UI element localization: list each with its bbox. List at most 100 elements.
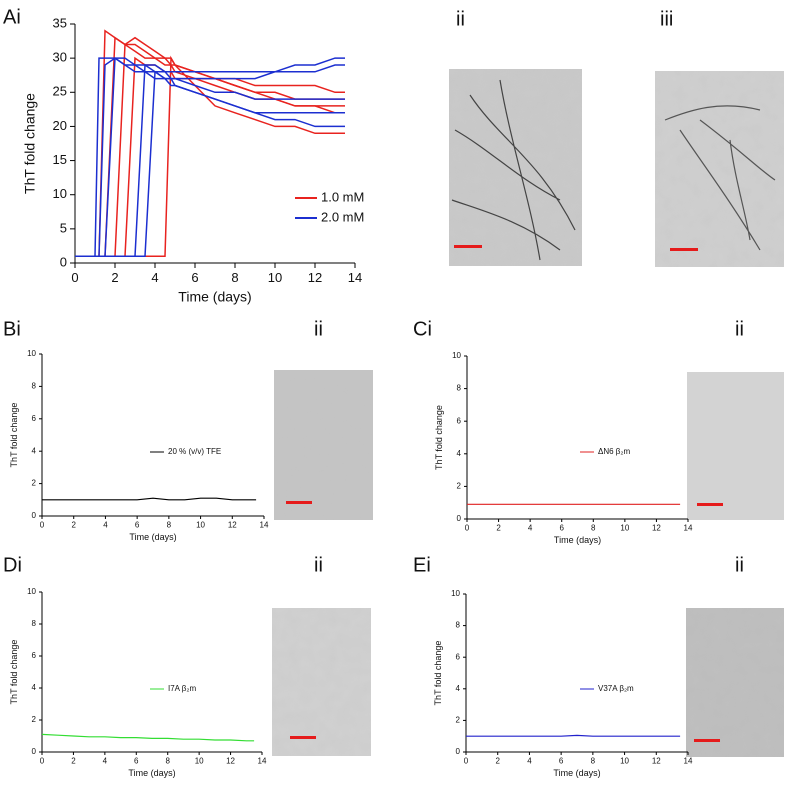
series-line bbox=[75, 57, 345, 257]
y-tick-label: 10 bbox=[27, 587, 36, 596]
y-tick-label: 35 bbox=[53, 15, 67, 30]
x-tick-label: 14 bbox=[684, 757, 693, 766]
y-tick-label: 2 bbox=[456, 716, 461, 725]
series-line bbox=[75, 71, 345, 257]
x-tick-label: 12 bbox=[308, 270, 322, 285]
y-tick-label: 2 bbox=[32, 479, 37, 488]
x-tick-label: 2 bbox=[495, 757, 500, 766]
x-tick-label: 6 bbox=[559, 757, 564, 766]
y-tick-label: 4 bbox=[32, 446, 37, 455]
y-tick-label: 0 bbox=[32, 747, 37, 756]
x-axis-label: Time (days) bbox=[178, 289, 251, 305]
panel-label: Bi bbox=[3, 318, 21, 340]
x-tick-label: 10 bbox=[196, 521, 205, 530]
panel-label: Ei bbox=[413, 554, 431, 576]
y-tick-label: 10 bbox=[452, 351, 461, 360]
legend-label: 1.0 mM bbox=[321, 189, 364, 204]
y-axis-label: ThT fold change bbox=[433, 641, 443, 706]
x-axis-label: Time (days) bbox=[128, 768, 175, 778]
panel-label: Di bbox=[3, 554, 22, 576]
panel-label: ii bbox=[314, 554, 323, 576]
x-tick-label: 0 bbox=[71, 270, 78, 285]
x-tick-label: 12 bbox=[652, 524, 661, 533]
panel-label: Ci bbox=[413, 318, 432, 340]
legend-label: 2.0 mM bbox=[321, 209, 364, 224]
x-tick-label: 10 bbox=[620, 757, 629, 766]
series-line bbox=[75, 36, 345, 257]
micrograph bbox=[272, 69, 784, 757]
x-tick-label: 4 bbox=[527, 757, 532, 766]
panel-label: ii bbox=[735, 318, 744, 340]
x-tick-label: 4 bbox=[151, 270, 158, 285]
y-tick-label: 8 bbox=[32, 382, 37, 391]
y-tick-label: 6 bbox=[32, 414, 37, 423]
legend-label: V37A β₂m bbox=[598, 684, 634, 693]
y-axis-label: ThT fold change bbox=[434, 405, 444, 470]
y-tick-label: 8 bbox=[456, 621, 461, 630]
x-tick-label: 0 bbox=[40, 757, 45, 766]
x-tick-label: 4 bbox=[528, 524, 533, 533]
y-tick-label: 10 bbox=[53, 186, 67, 201]
y-tick-label: 10 bbox=[451, 589, 460, 598]
panel-label: ii bbox=[735, 554, 744, 576]
legend-label: 20 % (v/v) TFE bbox=[168, 447, 221, 456]
x-tick-label: 2 bbox=[496, 524, 501, 533]
panel-label: iii bbox=[660, 8, 673, 30]
x-tick-label: 14 bbox=[684, 524, 693, 533]
series-line bbox=[466, 734, 681, 737]
y-tick-label: 8 bbox=[32, 619, 37, 628]
y-tick-label: 20 bbox=[53, 118, 67, 133]
panel-label: ii bbox=[456, 8, 465, 30]
y-axis-label: ThT fold change bbox=[22, 93, 38, 194]
x-axis-label: Time (days) bbox=[553, 768, 600, 778]
series-line bbox=[75, 55, 345, 257]
series-line bbox=[75, 57, 345, 257]
series-line bbox=[42, 497, 257, 501]
x-tick-label: 12 bbox=[652, 757, 661, 766]
x-axis-label: Time (days) bbox=[554, 535, 601, 545]
y-tick-label: 2 bbox=[32, 715, 37, 724]
x-tick-label: 8 bbox=[231, 270, 238, 285]
series-line bbox=[41, 733, 255, 742]
series-line bbox=[75, 56, 345, 257]
x-tick-label: 8 bbox=[167, 521, 172, 530]
x-tick-label: 6 bbox=[135, 521, 140, 530]
x-tick-label: 10 bbox=[620, 524, 629, 533]
y-tick-label: 10 bbox=[27, 349, 36, 358]
x-tick-label: 12 bbox=[226, 757, 235, 766]
x-tick-label: 6 bbox=[559, 524, 564, 533]
y-tick-label: 4 bbox=[32, 683, 37, 692]
legend-label: I7A β₂m bbox=[168, 684, 196, 693]
y-tick-label: 6 bbox=[32, 651, 37, 660]
y-tick-label: 6 bbox=[456, 652, 461, 661]
x-tick-label: 8 bbox=[591, 524, 596, 533]
y-tick-label: 0 bbox=[60, 254, 67, 269]
y-tick-label: 8 bbox=[457, 384, 462, 393]
legend-label: ΔN6 β₂m bbox=[598, 447, 631, 456]
x-tick-label: 14 bbox=[260, 521, 269, 530]
x-tick-label: 2 bbox=[71, 521, 76, 530]
x-tick-label: 14 bbox=[348, 270, 362, 285]
x-tick-label: 2 bbox=[111, 270, 118, 285]
y-tick-label: 6 bbox=[457, 416, 462, 425]
panel-label: ii bbox=[314, 318, 323, 340]
x-tick-label: 12 bbox=[228, 521, 237, 530]
y-tick-label: 25 bbox=[53, 84, 67, 99]
y-tick-label: 0 bbox=[457, 514, 462, 523]
y-tick-label: 0 bbox=[32, 511, 37, 520]
y-axis-label: ThT fold change bbox=[9, 403, 19, 468]
x-tick-label: 10 bbox=[268, 270, 282, 285]
y-tick-label: 2 bbox=[457, 482, 462, 491]
panel-label: Ai bbox=[3, 6, 21, 28]
series-line bbox=[75, 57, 345, 257]
y-tick-label: 4 bbox=[456, 684, 461, 693]
x-tick-label: 4 bbox=[103, 521, 108, 530]
x-tick-label: 6 bbox=[191, 270, 198, 285]
y-tick-label: 0 bbox=[456, 747, 461, 756]
y-axis-label: ThT fold change bbox=[9, 640, 19, 705]
x-tick-label: 14 bbox=[258, 757, 267, 766]
x-tick-label: 4 bbox=[103, 757, 108, 766]
x-tick-label: 6 bbox=[134, 757, 139, 766]
x-tick-label: 10 bbox=[195, 757, 204, 766]
